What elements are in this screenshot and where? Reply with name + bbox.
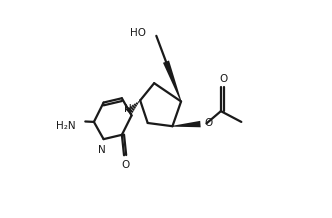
Text: HO: HO	[130, 28, 146, 37]
Text: O: O	[219, 74, 228, 84]
Text: N: N	[98, 145, 105, 155]
Text: O: O	[204, 118, 212, 128]
Polygon shape	[172, 121, 201, 127]
Polygon shape	[163, 61, 182, 102]
Text: H₂N: H₂N	[56, 121, 76, 131]
Text: N: N	[124, 104, 131, 114]
Text: O: O	[121, 160, 129, 170]
